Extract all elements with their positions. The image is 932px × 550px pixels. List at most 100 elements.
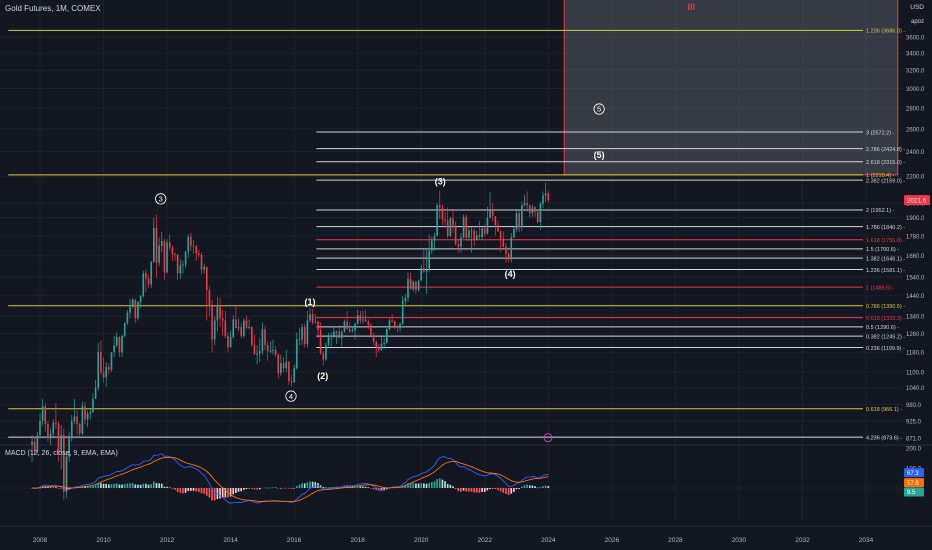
candle-body [521, 205, 523, 228]
macd-histogram-bar [187, 488, 190, 492]
macd-histogram-bar [354, 486, 356, 488]
price-axis-tick: 2800.0 [906, 106, 925, 112]
candle-body [399, 323, 401, 329]
wave-label: (3) [435, 176, 446, 186]
price-axis-tick: 1100.0 [906, 370, 925, 376]
macd-histogram-bar [84, 486, 86, 488]
macd-histogram-bar [375, 488, 378, 491]
candle-body [190, 236, 192, 246]
candle-body [44, 406, 47, 425]
macd-histogram-bar [536, 487, 539, 489]
fib-level-label: 0.5 (1290.6) - [866, 325, 899, 331]
candle-body [486, 217, 489, 234]
candle-body [536, 211, 539, 223]
candle-body [523, 203, 526, 206]
macd-histogram-bar [372, 488, 375, 490]
macd-histogram-bar [507, 488, 510, 495]
candle-body [150, 261, 153, 285]
time-axis-tick: 2030 [732, 537, 747, 544]
candle-body [282, 363, 285, 369]
time-axis-tick: 2014 [223, 537, 238, 544]
macd-histogram-bar [158, 483, 160, 488]
candle-body [81, 406, 84, 434]
candle-body [499, 231, 502, 239]
macd-histogram-bar [145, 483, 147, 488]
candle-body [55, 422, 57, 425]
candle-body [346, 321, 348, 330]
macd-histogram-bar [502, 488, 505, 493]
candle-body [94, 387, 97, 399]
candle-body [513, 228, 515, 238]
candle-body [39, 421, 41, 436]
candle-body [277, 354, 280, 374]
candle-body [444, 219, 446, 221]
candle-body [89, 411, 92, 414]
candle-body [153, 228, 155, 262]
currency-label[interactable]: USD [910, 4, 924, 11]
macd-histogram-bar [126, 483, 129, 488]
candle-body [481, 228, 483, 237]
candle-body [430, 240, 433, 251]
candle-body [68, 438, 70, 457]
time-axis-tick: 2020 [414, 537, 429, 544]
fib-level-label: 1.236 (1581.1) - [866, 268, 905, 274]
candle-body [438, 205, 441, 208]
price-axis-tick: 1660.0 [906, 254, 925, 260]
price-axis-tick: 3400.0 [906, 51, 925, 57]
macd-histogram-bar [531, 485, 534, 488]
candle-body [396, 325, 399, 329]
candle-body [219, 304, 221, 319]
candle-body [531, 207, 534, 214]
macd-histogram-bar [256, 488, 258, 490]
macd-histogram-bar [415, 483, 417, 488]
candle-body [240, 327, 243, 336]
candle-body [31, 441, 33, 445]
wave-label: 3 [159, 194, 163, 203]
macd-histogram-bar [86, 486, 89, 488]
price-axis-tick: 871.0 [906, 436, 922, 442]
candle-body [367, 321, 370, 325]
candle-body [47, 424, 49, 439]
macd-histogram-bar [282, 488, 285, 489]
candle-body [319, 330, 322, 354]
candle-body [63, 435, 65, 492]
macd-histogram-bar [444, 481, 446, 488]
candle-body [415, 281, 417, 291]
candle-body [123, 323, 126, 336]
price-axis-tick: 1440.0 [906, 294, 925, 300]
macd-histogram-bar [359, 486, 362, 488]
macd-histogram-bar [208, 488, 211, 498]
candle-body [383, 342, 385, 344]
macd-histogram-bar [370, 488, 372, 489]
macd-histogram-bar [60, 488, 63, 489]
candle-body [372, 335, 375, 342]
macd-histogram-bar [547, 485, 550, 488]
macd-histogram-bar [108, 484, 110, 488]
macd-histogram-bar [362, 486, 364, 488]
candle-body [126, 312, 129, 324]
candle-body [131, 299, 134, 307]
macd-histogram-bar [229, 488, 232, 497]
candle-body [160, 240, 163, 246]
candle-body [57, 424, 60, 452]
candle-body [364, 319, 367, 322]
last-price-badge [904, 195, 930, 206]
candle-body [33, 441, 36, 452]
candle-body [333, 331, 335, 336]
fib-level-label: 0.382 (1249.2) - [866, 334, 905, 340]
candle-body [534, 207, 536, 212]
macd-histogram-bar [364, 486, 367, 488]
macd-histogram-bar [309, 481, 311, 488]
macd-histogram-bar [499, 488, 502, 492]
macd-histogram-bar [288, 488, 290, 489]
macd-histogram-bar [325, 487, 327, 488]
scale-mode[interactable]: apoz [910, 19, 924, 25]
candle-body [92, 398, 94, 412]
candle-body [515, 213, 518, 229]
macd-histogram-bar [102, 483, 105, 488]
macd-histogram-bar [160, 483, 163, 488]
candle-body [248, 327, 250, 329]
candle-body [232, 319, 235, 338]
candle-body [330, 335, 333, 337]
